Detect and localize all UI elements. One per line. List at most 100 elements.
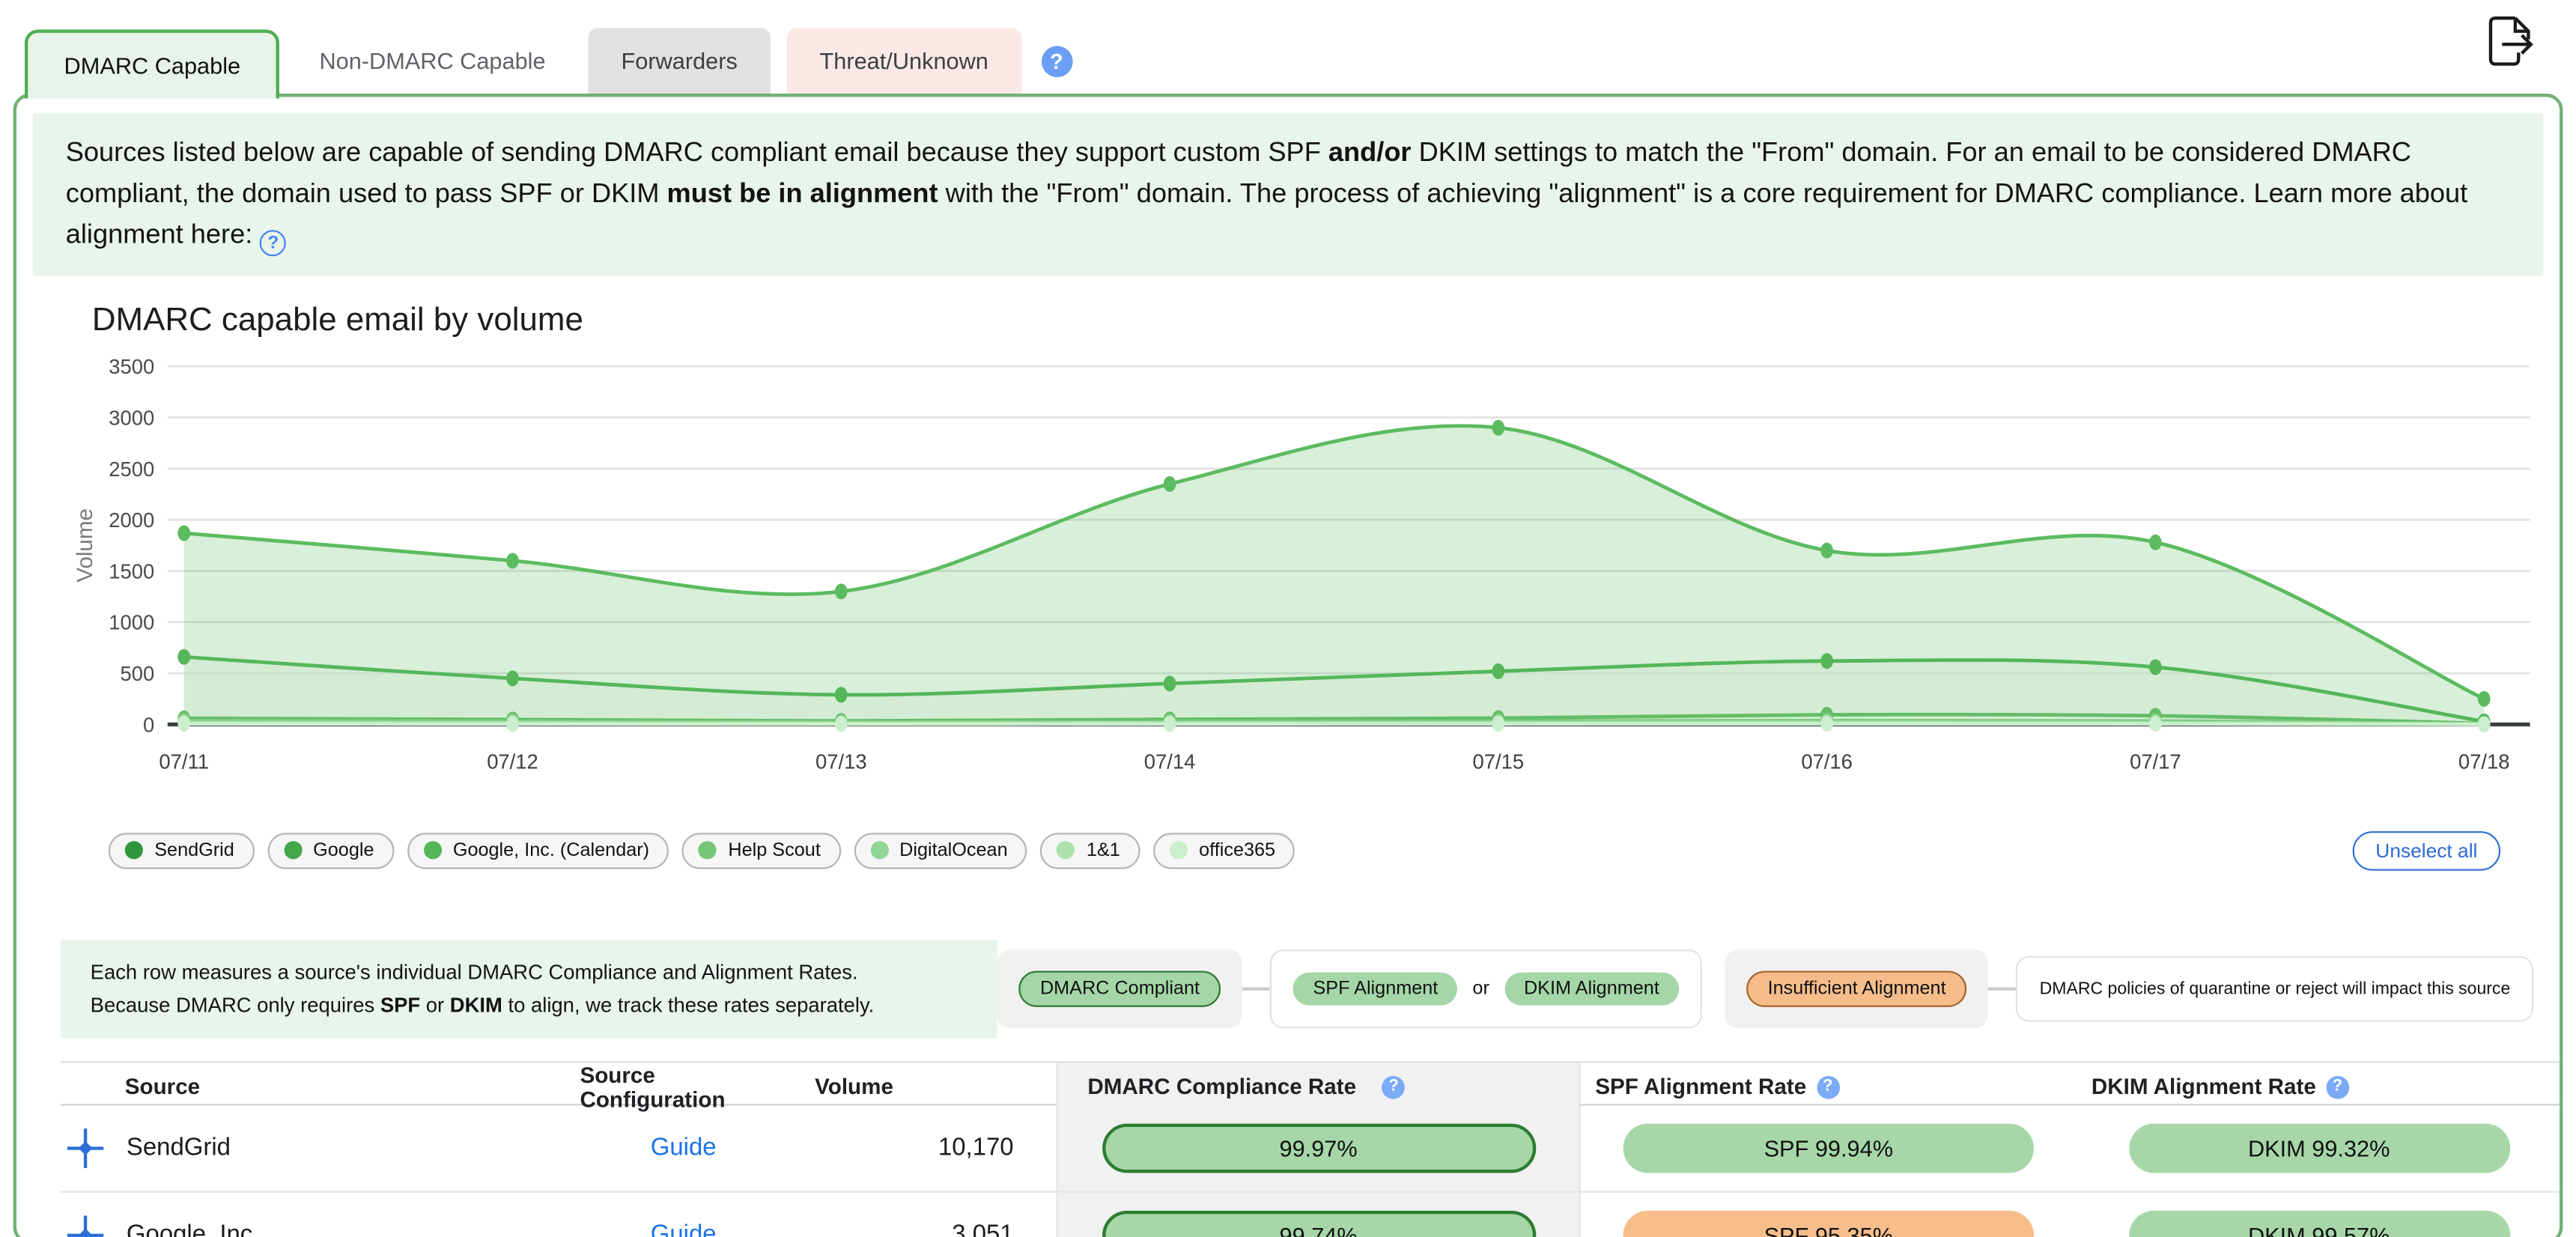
source-chips: SendGrid Google Google, Inc. (Calendar) Hel…	[108, 832, 1295, 869]
export-button[interactable]	[2481, 13, 2537, 78]
series-color-dot	[283, 841, 302, 860]
tabs-help-icon[interactable]: ?	[1041, 46, 1072, 78]
chip-label: SendGrid	[154, 840, 234, 861]
svg-text:1500: 1500	[109, 559, 154, 583]
sources-table: Source Source Configuration Volume DMARC…	[61, 1060, 2560, 1237]
table-row: SendGrid Guide 10,170 99.97% SPF 99.94% …	[61, 1104, 2560, 1193]
table-body: SendGrid Guide 10,170 99.97% SPF 99.94% …	[61, 1104, 2560, 1237]
chip-label: Help Scout	[728, 840, 821, 861]
svg-text:07/16: 07/16	[1801, 750, 1853, 773]
svg-text:Volume: Volume	[73, 508, 97, 582]
chip-label: office365	[1199, 840, 1276, 861]
tab-label: DMARC Capable	[64, 52, 241, 79]
dmarc-compliant-card: DMARC Compliant	[997, 949, 1243, 1028]
impact-note-card: DMARC policies of quarantine or reject w…	[2016, 955, 2533, 1022]
svg-text:07/18: 07/18	[2458, 750, 2510, 773]
connector-line	[1988, 986, 2017, 991]
dmarc-rate-column-header: DMARC Compliance Rate ?	[1056, 1062, 1581, 1112]
svg-text:07/12: 07/12	[487, 750, 538, 773]
svg-text:500: 500	[120, 662, 154, 685]
unselect-all-button[interactable]: Unselect all	[2352, 830, 2501, 871]
chip-label: Google, Inc. (Calendar)	[452, 840, 650, 861]
rates-legend-row: Each row measures a source's individual …	[61, 939, 2543, 1038]
tab-threat-unknown[interactable]: Threat/Unknown	[786, 28, 1021, 94]
insufficient-alignment-pill: Insufficient Alignment	[1746, 970, 1968, 1007]
insufficient-card: Insufficient Alignment	[1725, 949, 1989, 1028]
legend-chip[interactable]: Google, Inc. (Calendar)	[407, 832, 669, 869]
series-color-dot	[698, 841, 717, 860]
or-label: or	[1472, 979, 1489, 999]
dkim-rate-pill: DKIM 99.32%	[2128, 1123, 2510, 1173]
tab-label: Non-DMARC Capable	[319, 47, 546, 74]
svg-text:3500: 3500	[109, 355, 154, 378]
legend-chip[interactable]: SendGrid	[108, 832, 255, 869]
series-color-dot	[124, 841, 143, 860]
chip-label: DigitalOcean	[899, 840, 1008, 861]
plus-icon	[67, 1128, 104, 1168]
svg-text:07/17: 07/17	[2130, 750, 2181, 773]
series-color-dot	[869, 841, 888, 860]
svg-text:07/13: 07/13	[815, 750, 867, 773]
alignment-card: SPF Alignment or DKIM Alignment	[1270, 949, 1702, 1028]
expand-row-button[interactable]	[61, 1192, 110, 1237]
legend-chip[interactable]: 1&1	[1040, 832, 1140, 869]
guide-link[interactable]: Guide	[650, 1221, 717, 1237]
legend-chip[interactable]: Help Scout	[681, 832, 841, 869]
svg-text:0: 0	[143, 713, 154, 736]
volume-value: 10,170	[938, 1134, 1014, 1162]
tab-forwarders[interactable]: Forwarders	[588, 28, 771, 94]
svg-text:2500: 2500	[109, 457, 154, 480]
area-chart: 0 500 1000 1500 2000 2500 3000 3500 07/11 07/12 07…	[73, 355, 2530, 773]
legend-chip[interactable]: DigitalOcean	[853, 832, 1027, 869]
tab-non-dmarc-capable[interactable]: Non-DMARC Capable	[280, 28, 585, 94]
rates-note: Each row measures a source's individual …	[61, 939, 997, 1038]
connector-line	[1242, 986, 1271, 991]
dmarc-compliance-pill: 99.97%	[1102, 1123, 1536, 1173]
chart-title: DMARC capable email by volume	[91, 302, 583, 338]
alignment-help-icon[interactable]: ?	[260, 229, 287, 256]
svg-text:07/11: 07/11	[159, 750, 209, 773]
badge-legend: DMARC Compliant SPF Alignment or DKIM Al…	[997, 949, 2533, 1028]
volume-value: 3,051	[952, 1221, 1014, 1237]
svg-text:07/15: 07/15	[1473, 750, 1525, 773]
chip-label: Google	[313, 840, 374, 861]
rates-note-line1: Each row measures a source's individual …	[90, 960, 858, 984]
tab-bar: DMARC Capable Non-DMARC Capable Forwarde…	[0, 0, 2576, 98]
tab-dmarc-capable[interactable]: DMARC Capable	[24, 28, 280, 98]
config-column-header: Source Configuration	[580, 1062, 726, 1112]
series-color-dot	[423, 841, 442, 860]
legend-chip[interactable]: Google	[267, 832, 394, 869]
chart-legend-row: SendGrid Google Google, Inc. (Calendar) Hel…	[108, 830, 2501, 871]
impact-note-text: DMARC policies of quarantine or reject w…	[2039, 979, 2511, 999]
intro-banner: Sources listed below are capable of send…	[32, 113, 2544, 276]
table-row: Google, Inc. Guide 3,051 99.74% SPF 95.3…	[61, 1192, 2560, 1237]
series-color-dot	[1169, 841, 1188, 860]
tab-label: Threat/Unknown	[819, 47, 988, 74]
table-header-row: Source Source Configuration Volume DMARC…	[61, 1060, 2560, 1112]
expand-row-button[interactable]	[61, 1105, 110, 1191]
spf-rate-column-header: SPF Alignment Rate?	[1581, 1063, 2077, 1112]
plus-icon	[67, 1215, 104, 1237]
series-color-dot	[1057, 841, 1075, 860]
source-name: Google, Inc.	[126, 1221, 260, 1237]
spf-rate-pill: SPF 95.35%	[1623, 1210, 2035, 1237]
spf-alignment-pill: SPF Alignment	[1293, 972, 1458, 1006]
dkim-rate-pill: DKIM 99.57%	[2128, 1210, 2510, 1237]
export-file-icon	[2488, 16, 2533, 66]
source-column-header: Source	[124, 1075, 201, 1100]
spf-rate-help-icon[interactable]: ?	[1816, 1075, 1840, 1099]
volume-column-header: Volume	[815, 1075, 893, 1100]
svg-text:07/14: 07/14	[1144, 750, 1196, 773]
dmarc-rate-help-icon[interactable]: ?	[1382, 1075, 1406, 1099]
rates-note-line2: Because DMARC only requires SPF or DKIM …	[90, 993, 875, 1017]
dkim-rate-help-icon[interactable]: ?	[2326, 1075, 2349, 1099]
svg-text:1000: 1000	[109, 610, 154, 633]
dkim-alignment-pill: DKIM Alignment	[1504, 972, 1680, 1006]
dkim-rate-column-header: DKIM Alignment Rate?	[2077, 1063, 2560, 1112]
legend-chip[interactable]: office365	[1152, 832, 1295, 869]
svg-text:2000: 2000	[109, 508, 154, 532]
source-name: SendGrid	[126, 1134, 231, 1162]
spf-rate-pill: SPF 99.94%	[1623, 1123, 2035, 1173]
guide-link[interactable]: Guide	[650, 1134, 717, 1162]
